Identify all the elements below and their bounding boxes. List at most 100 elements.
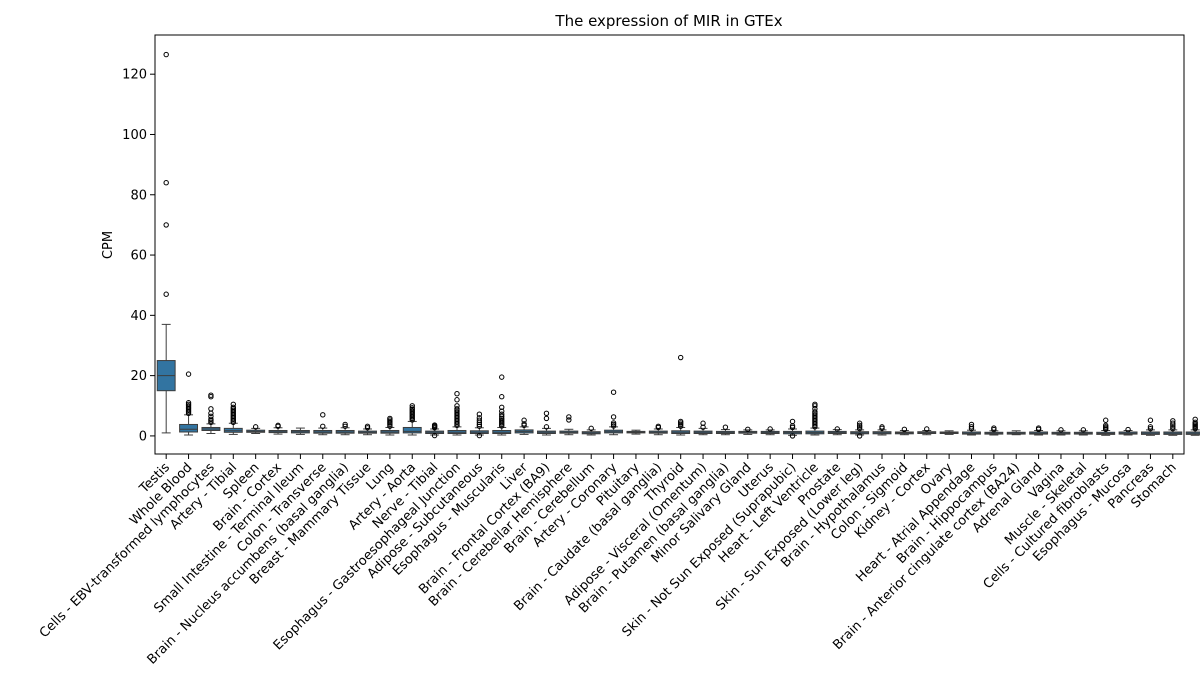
outlier-point bbox=[968, 424, 975, 430]
outlier-point bbox=[409, 403, 415, 409]
box-21 bbox=[626, 429, 646, 435]
box-3 bbox=[223, 401, 243, 435]
outlier-point bbox=[1035, 425, 1042, 431]
outlier-point bbox=[1192, 416, 1198, 423]
box-23 bbox=[671, 354, 691, 436]
box-24 bbox=[693, 420, 713, 436]
box-27 bbox=[760, 426, 780, 436]
outlier-point bbox=[163, 291, 169, 297]
outlier-point bbox=[342, 423, 348, 429]
outlier-point bbox=[454, 391, 460, 397]
outlier-point bbox=[185, 400, 192, 406]
outlier-point bbox=[610, 420, 617, 426]
outlier-point bbox=[454, 406, 460, 412]
box-26 bbox=[738, 426, 758, 435]
outlier-point bbox=[1147, 425, 1154, 432]
outlier-point bbox=[834, 426, 840, 432]
outlier-point bbox=[856, 425, 863, 432]
outlier-point bbox=[185, 371, 192, 377]
outlier-point bbox=[812, 401, 818, 407]
box-28 bbox=[783, 418, 802, 439]
box-29 bbox=[805, 401, 825, 436]
outlier-point bbox=[208, 392, 214, 398]
outlier-point bbox=[454, 397, 460, 403]
outlier-point bbox=[364, 423, 371, 429]
box-11 bbox=[402, 403, 422, 436]
outlier-point bbox=[208, 406, 214, 412]
box-18 bbox=[559, 414, 579, 436]
outlier-point bbox=[924, 426, 930, 432]
box-30 bbox=[827, 426, 847, 436]
outlier-point bbox=[543, 415, 550, 422]
box-4 bbox=[246, 424, 266, 435]
outlier-point bbox=[208, 416, 214, 423]
outlier-point bbox=[163, 51, 169, 58]
outlier-point bbox=[252, 424, 259, 430]
y-axis: 0 20 40 60 80 100 120 bbox=[122, 68, 155, 444]
outlier-point bbox=[230, 404, 236, 410]
outlier-point bbox=[499, 374, 505, 380]
box-10 bbox=[380, 415, 400, 436]
box-13 bbox=[447, 391, 467, 436]
outlier-point bbox=[767, 426, 773, 432]
outlier-point bbox=[409, 405, 415, 411]
outlier-point bbox=[856, 422, 863, 429]
box-42 bbox=[1096, 417, 1116, 436]
outlier-point bbox=[499, 404, 505, 410]
y-tick-label: 20 bbox=[130, 369, 147, 384]
outlier-point bbox=[677, 418, 684, 425]
box-40 bbox=[1051, 427, 1071, 436]
outlier-point bbox=[789, 418, 796, 425]
box-7 bbox=[313, 412, 333, 436]
outlier-point bbox=[566, 417, 572, 423]
box-20 bbox=[604, 389, 624, 436]
box-38 bbox=[1006, 430, 1026, 436]
y-tick-label: 120 bbox=[122, 68, 147, 83]
outlier-point bbox=[342, 421, 348, 428]
outlier-point bbox=[454, 403, 460, 409]
outlier-point bbox=[163, 180, 169, 186]
outlier-point bbox=[1147, 417, 1154, 423]
outlier-point bbox=[275, 422, 281, 429]
box-14 bbox=[469, 411, 489, 439]
outlier-point bbox=[1170, 418, 1176, 424]
box-45 bbox=[1163, 418, 1183, 436]
box-9 bbox=[358, 423, 377, 436]
y-tick-label: 0 bbox=[139, 429, 147, 444]
outlier-point bbox=[1170, 420, 1176, 426]
outlier-point bbox=[163, 222, 169, 228]
box-19 bbox=[581, 425, 601, 436]
y-axis-label: CPM bbox=[101, 231, 116, 259]
box-12 bbox=[425, 422, 445, 439]
outlier-point bbox=[431, 432, 438, 439]
outlier-point bbox=[879, 424, 885, 430]
outlier-point bbox=[655, 423, 662, 429]
outlier-point bbox=[1125, 426, 1131, 433]
outlier-point bbox=[1147, 424, 1154, 430]
box-16 bbox=[514, 417, 534, 435]
outlier-point bbox=[991, 425, 997, 431]
outlier-point bbox=[856, 433, 863, 439]
box-series bbox=[156, 51, 1200, 439]
y-tick-label: 60 bbox=[130, 249, 147, 264]
outlier-point bbox=[1103, 417, 1109, 423]
outlier-point bbox=[566, 414, 572, 420]
outlier-point bbox=[812, 409, 818, 415]
outlier-point bbox=[588, 425, 594, 432]
outlier-point bbox=[1170, 424, 1176, 430]
outlier-point bbox=[476, 417, 483, 423]
box-36 bbox=[962, 421, 981, 436]
outlier-point bbox=[610, 389, 617, 395]
outlier-point bbox=[610, 414, 617, 420]
outlier-point bbox=[745, 426, 751, 432]
chart-title: The expression of MIR in GTEx bbox=[554, 12, 782, 30]
box-31 bbox=[850, 420, 870, 439]
outlier-point bbox=[320, 423, 326, 429]
plot-area-frame bbox=[154, 34, 1185, 455]
box-39 bbox=[1029, 425, 1049, 436]
box-8 bbox=[335, 421, 355, 436]
outlier-point bbox=[208, 410, 214, 417]
outlier-point bbox=[387, 415, 393, 422]
outlier-point bbox=[856, 420, 863, 426]
